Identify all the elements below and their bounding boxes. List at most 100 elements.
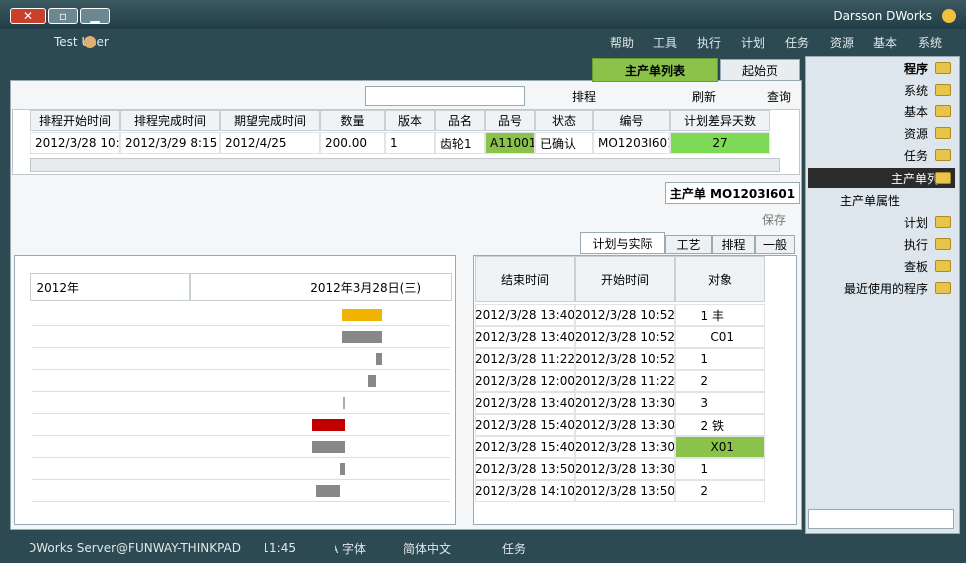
gantt-row-line — [32, 479, 450, 480]
user-icon — [84, 36, 96, 48]
cell: 2012/3/28 13:40 — [475, 304, 575, 326]
cell: 200.00 — [320, 132, 385, 154]
nav-icon — [935, 238, 951, 250]
nav-item[interactable]: 查板 — [903, 259, 928, 274]
nav-icon — [935, 62, 951, 74]
cell: 2012/3/28 12:00 — [475, 370, 575, 392]
menu-item[interactable]: 帮助 — [609, 35, 634, 50]
menu-item[interactable]: 工具 — [652, 35, 677, 50]
toolbar-button[interactable]: 排程 — [571, 89, 596, 104]
gantt-bar — [312, 419, 345, 431]
cell: 2012/3/28 13:50 — [475, 458, 575, 480]
cell: 2012/3/28 13:30 — [575, 414, 675, 436]
gantt-row-line — [32, 501, 450, 502]
column-header: 品名 — [435, 110, 485, 131]
nav-item[interactable]: 主产单属性 — [839, 193, 900, 208]
cell: 2012/3/28 10:52 — [575, 348, 675, 370]
cell: 2012/3/28 11:22 — [475, 348, 575, 370]
nav-item[interactable]: 主产单列表 — [808, 168, 955, 188]
gantt-row-line — [32, 435, 450, 436]
cell: 2012/3/29 8:15 — [120, 132, 220, 154]
nav-item[interactable]: 计划 — [903, 215, 928, 230]
cell: 2012/3/28 13:30 — [575, 458, 675, 480]
cell: 2012/3/28 13:40 — [475, 326, 575, 348]
column-header: 期望完成时间 — [220, 110, 320, 131]
gantt-header: 2012年 — [30, 273, 190, 301]
menu-item[interactable]: 执行 — [696, 35, 721, 50]
gantt-bar — [342, 331, 382, 343]
tab[interactable]: 主产单列表 — [592, 58, 718, 82]
column-header: 品号 — [485, 110, 535, 131]
scrollbar — [30, 158, 780, 172]
cell: 2012/3/28 13:40 — [475, 392, 575, 414]
menu-item[interactable]: 任务 — [784, 35, 809, 50]
maximize-button[interactable]: ▫ — [48, 8, 78, 24]
status-item: 简体中文 — [402, 541, 451, 556]
sub-tab[interactable]: 排程 — [712, 235, 755, 254]
gantt-row-line — [32, 347, 450, 348]
window-title: Darsson DWorks — [833, 9, 932, 23]
column-header: 版本 — [385, 110, 435, 131]
gantt-bar — [342, 309, 382, 321]
nav-icon — [935, 172, 951, 184]
gantt-bar — [343, 397, 345, 409]
nav-item[interactable]: 执行 — [903, 237, 928, 252]
column-header: 对象 — [675, 256, 765, 302]
sub-tab[interactable]: 一般 — [755, 235, 795, 254]
menu-item[interactable]: 资源 — [829, 35, 854, 50]
nav-icon — [935, 260, 951, 272]
nav-item[interactable]: 最近使用的程序 — [843, 281, 928, 296]
gantt-row-line — [32, 369, 450, 370]
cell: 1 丰 — [675, 304, 765, 326]
cell: 2012/3/28 13:30 — [575, 436, 675, 458]
sub-tab[interactable]: 工艺 — [665, 235, 712, 254]
nav-panel — [805, 56, 960, 534]
status-item: 任务 — [501, 541, 526, 556]
menu-item[interactable]: 基本 — [872, 35, 897, 50]
column-header: 计划差异天数 — [670, 110, 770, 131]
cell: 2012/3/28 15:40 — [475, 436, 575, 458]
nav-item[interactable]: 系统 — [903, 83, 928, 98]
column-header: 编号 — [593, 110, 670, 131]
cell: 1 — [385, 132, 435, 154]
column-header: 排程完成时间 — [120, 110, 220, 131]
status-bar — [0, 534, 966, 563]
close-button[interactable]: ✕ — [10, 8, 46, 24]
toolbar-button[interactable]: 刷新 — [691, 89, 716, 104]
cell: 2012/3/28 15:40 — [475, 414, 575, 436]
cell: 3 — [675, 392, 765, 414]
minimize-button[interactable]: ▁ — [80, 8, 110, 24]
cell: 2 — [675, 480, 765, 502]
menu-item[interactable]: 计划 — [740, 35, 765, 50]
save-button[interactable]: 保存 — [761, 212, 786, 227]
gantt-row-line — [32, 457, 450, 458]
cell: MO1203I601 — [593, 132, 670, 154]
cell: 2012/3/28 10:52 — [30, 132, 120, 154]
nav-item[interactable]: 资源 — [903, 126, 928, 141]
cell: 2012/3/28 13:30 — [575, 392, 675, 414]
cell: 1 — [675, 348, 765, 370]
tab[interactable]: 起始页 — [720, 59, 800, 81]
cell: 27 — [670, 132, 770, 154]
sub-tab[interactable]: 计划与实际 — [580, 232, 665, 254]
nav-item[interactable]: 程序 — [903, 61, 928, 76]
cell: 已确认 — [535, 132, 593, 154]
cell: 2012/3/28 10:52 — [575, 326, 675, 348]
detail-tab[interactable]: 主产单 MO1203I601 — [665, 182, 800, 204]
gantt-bar — [368, 375, 376, 387]
menu-item[interactable]: 系统 — [917, 35, 942, 50]
nav-icon — [935, 84, 951, 96]
nav-item[interactable]: 任务 — [903, 148, 928, 163]
column-header: 结束时间 — [475, 256, 575, 302]
nav-item[interactable]: 基本 — [903, 104, 928, 119]
cell: 2 铁 — [675, 414, 765, 436]
toolbar-button[interactable]: 查询 — [766, 89, 791, 104]
nav-icon — [935, 149, 951, 161]
gantt-row-line — [32, 413, 450, 414]
status-item: A 字体 — [335, 541, 366, 556]
gantt-row-line — [32, 391, 450, 392]
cell: 2012/3/28 10:52 — [575, 304, 675, 326]
gantt-row-line — [32, 325, 450, 326]
gantt-header: 2012年3月28日(三) — [190, 273, 452, 301]
